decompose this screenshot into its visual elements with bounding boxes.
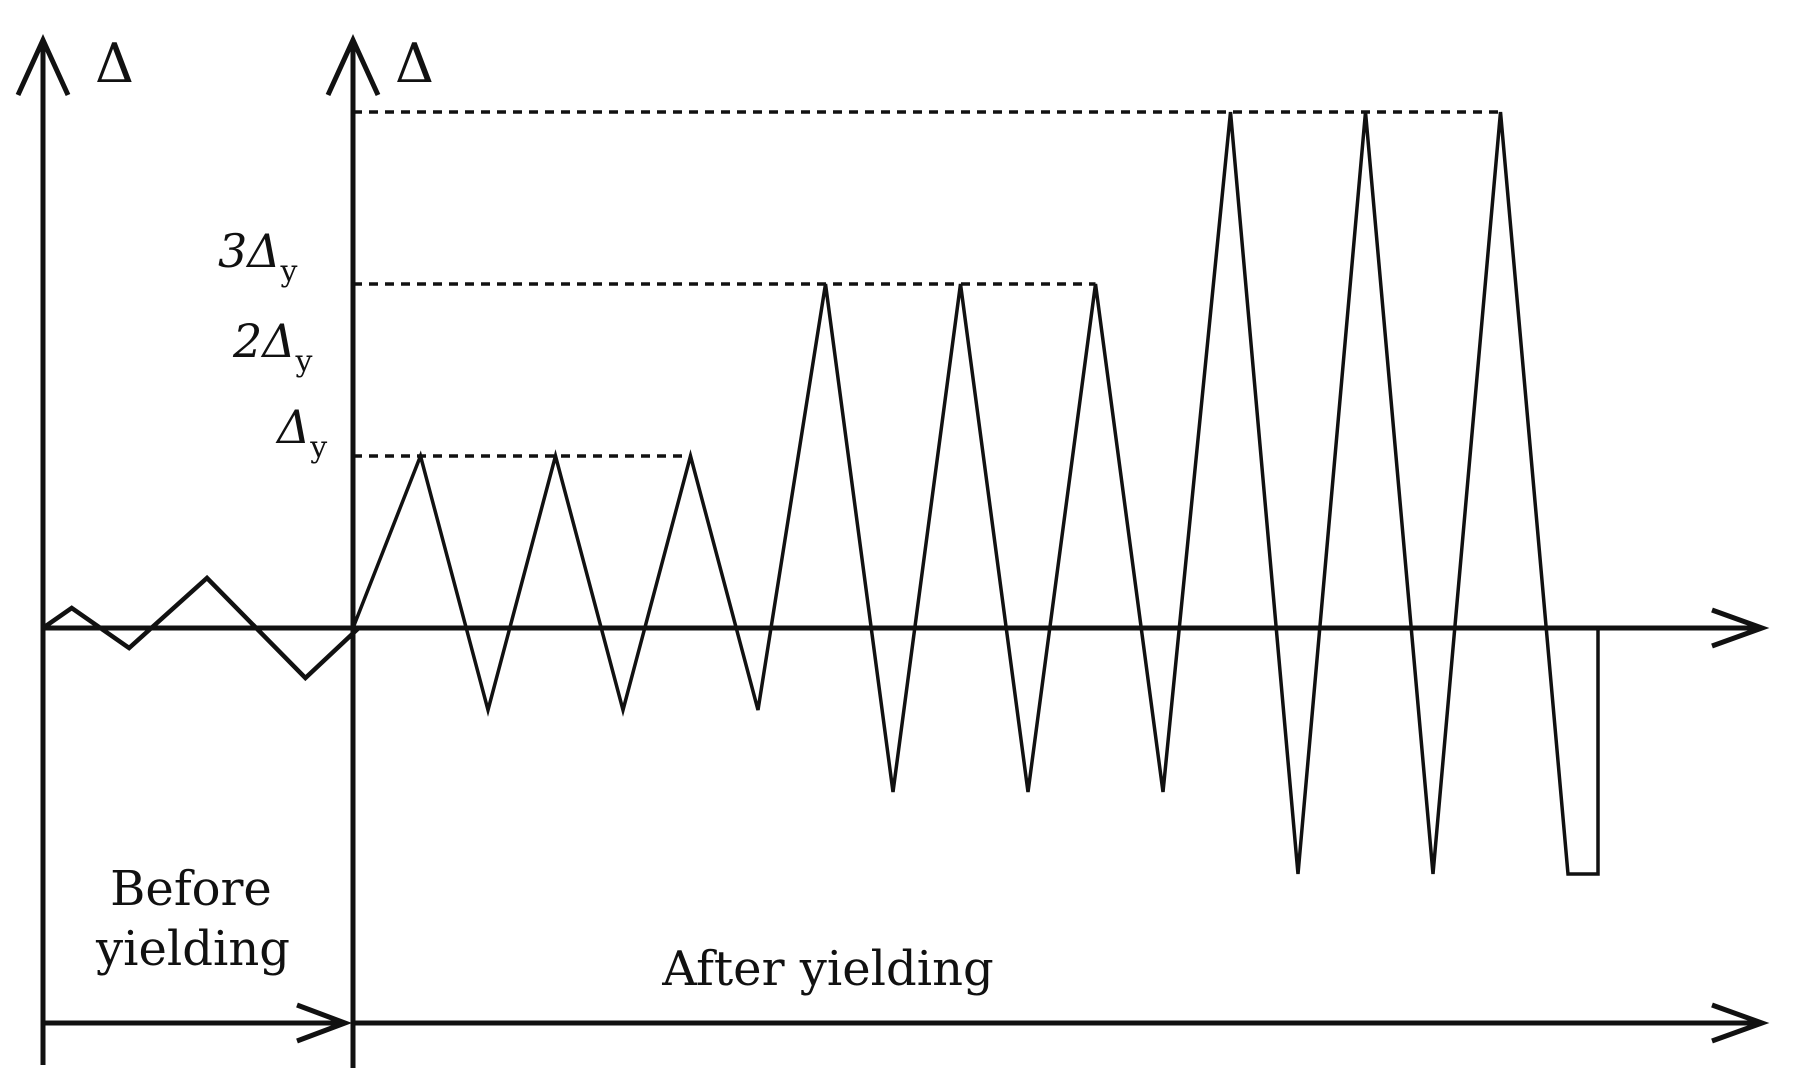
before-yielding-label-line1: Before [110,861,272,917]
level-label-dy1: Δy [275,400,327,465]
left-axis-label: Δ [95,32,134,95]
main-axis-arrowhead [325,33,381,97]
level-dy3-main: 3Δ [218,224,281,278]
before-yielding-label-line2: yielding [95,921,290,977]
after-yielding-arrowhead [1711,1002,1770,1044]
level-label-dy3: 3Δy [218,224,298,289]
time-axis-arrowhead [1711,607,1770,649]
level-dy2-sub: y [295,344,313,379]
level-dy2-main: 2Δ [232,314,296,368]
level-dy1-sub: y [309,430,327,465]
before-yielding-signal [41,574,361,682]
level-dy1-main: Δ [275,400,310,454]
before-yielding-arrowhead [296,1002,353,1044]
reference-levels [353,110,1501,458]
after-yielding-signal [351,111,1600,876]
after-yielding-label: After yielding [661,941,993,997]
level-dy3-sub: y [280,254,298,289]
main-axis-label: Δ [395,32,434,95]
left-axis-arrowhead [15,33,71,97]
level-label-dy2: 2Δy [232,314,313,379]
